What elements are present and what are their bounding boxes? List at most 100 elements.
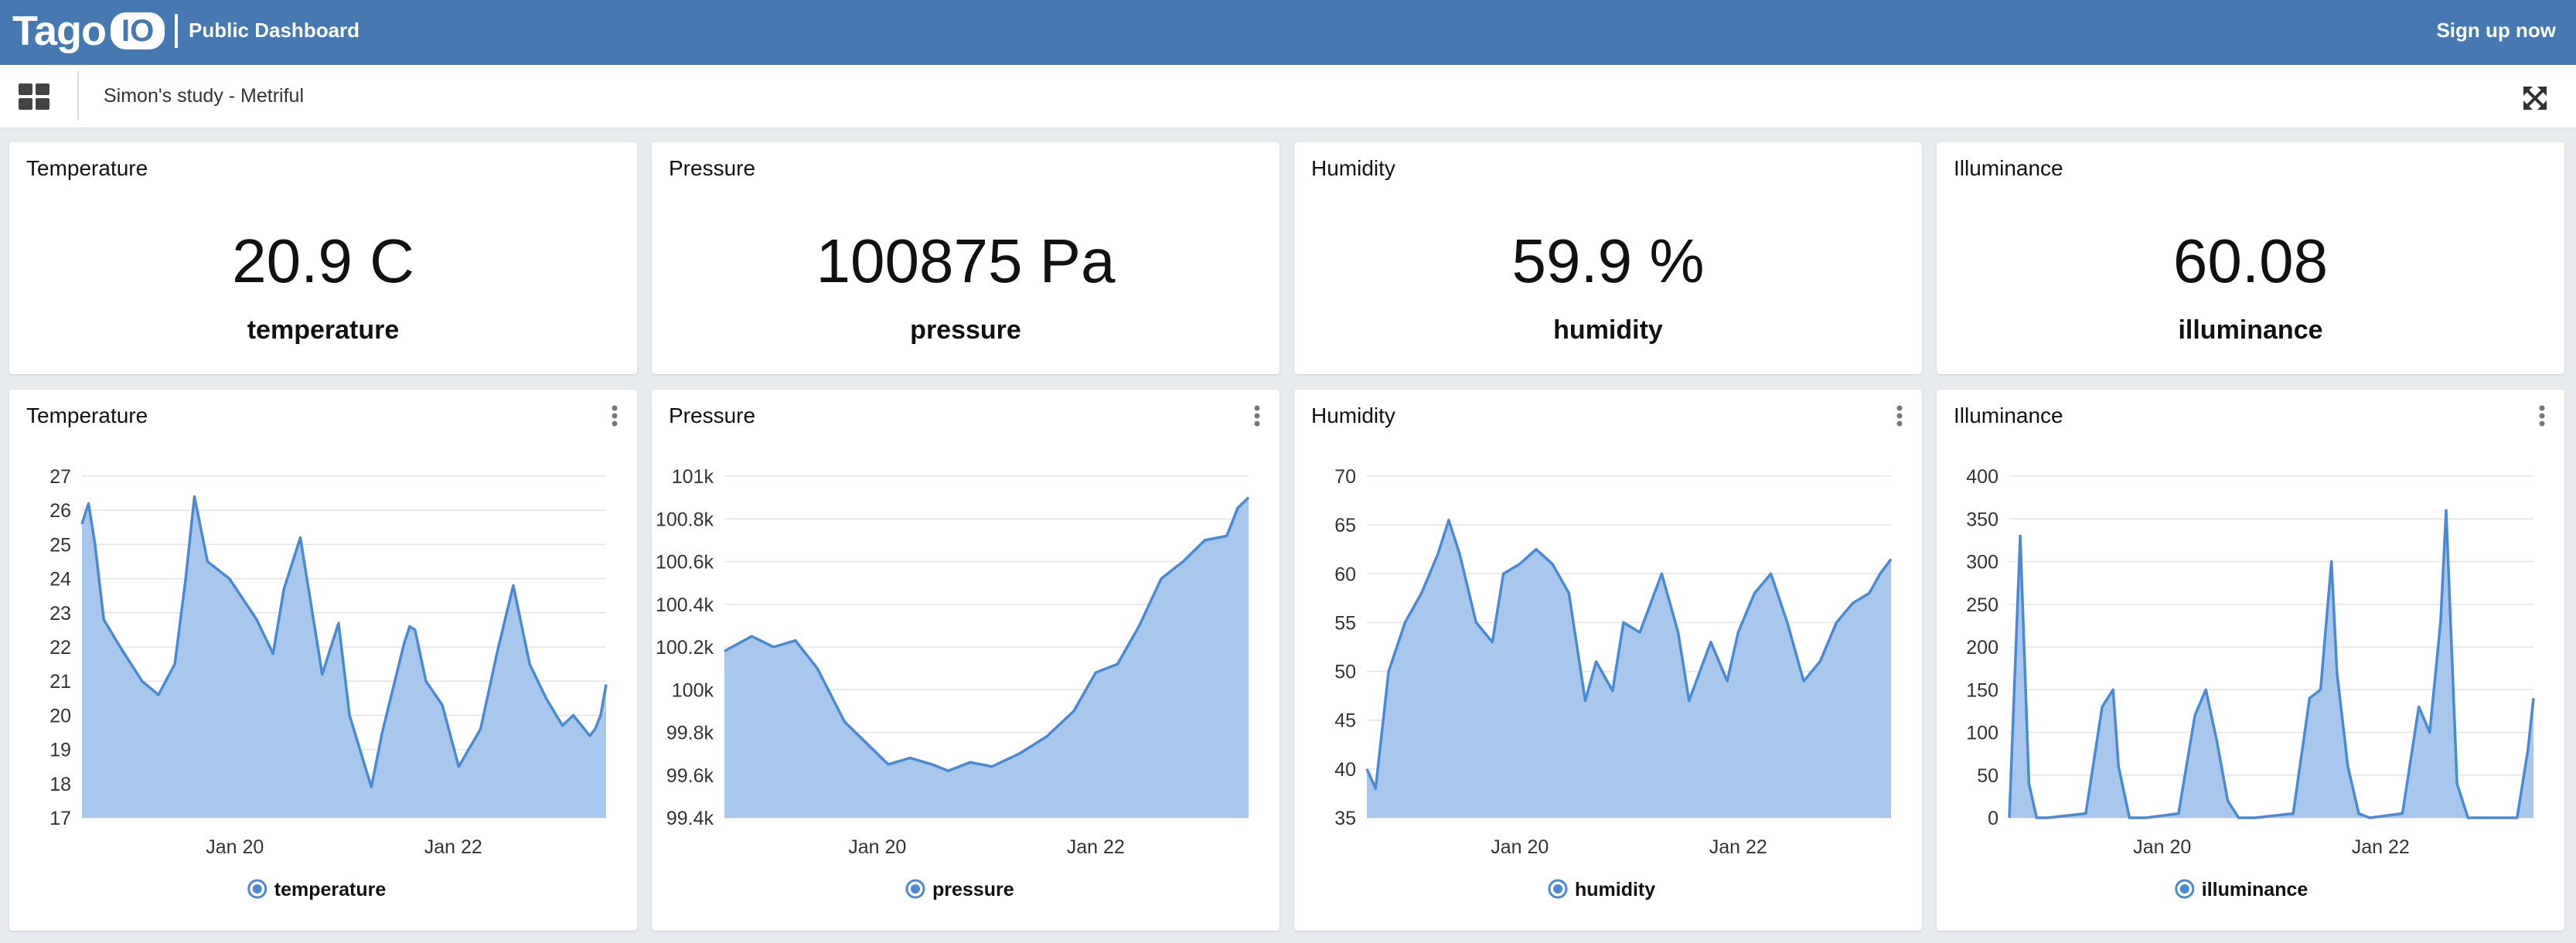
x-tick-label: Jan 22 xyxy=(1067,836,1125,858)
legend-label: pressure xyxy=(932,879,1014,900)
legend-label: humidity xyxy=(1575,879,1655,900)
illuminance-chart: 0 50 100 150 200 250 300 350 400 Jan 20 Jan 22 illu… xyxy=(1966,466,2535,900)
chart-title: Temperature xyxy=(26,403,148,427)
y-tick-label: 45 xyxy=(1334,710,1356,732)
y-tick-label: 20 xyxy=(49,705,71,727)
sign-up-link[interactable]: Sign up now xyxy=(2436,19,2556,42)
y-tick-label: 0 xyxy=(1988,808,1998,829)
legend-dot-core xyxy=(1553,884,1562,894)
y-tick-label: 100.2k xyxy=(656,637,714,659)
chart-legend: humidity xyxy=(1548,879,1655,900)
y-tick-label: 250 xyxy=(1966,594,1998,616)
y-tick-label: 55 xyxy=(1334,612,1356,634)
card-title: Illuminance xyxy=(1954,156,2063,180)
y-tick-label: 99.8k xyxy=(666,723,714,744)
value-card-illuminance: Illuminance 60.08 illuminance xyxy=(1937,142,2564,374)
value-card-temperature: Temperature 20.9 C temperature xyxy=(9,142,637,374)
series-line xyxy=(724,496,1250,772)
humidity-chart: 35 40 45 50 55 60 65 70 Jan 20 Jan 22 humidity xyxy=(1334,466,1893,900)
dashboard-toolbar: Simon's study - Metriful xyxy=(0,65,2576,128)
chart-title: Humidity xyxy=(1311,403,1395,427)
y-tick-label: 100 xyxy=(1966,723,1998,744)
card-value: 20.9 C xyxy=(232,226,414,295)
grid-icon[interactable] xyxy=(19,83,49,110)
chart-card-illuminance: Illuminance 0 50 100 150 200 250 300 350 400 Jan … xyxy=(1937,390,2564,931)
x-tick-label: Jan 20 xyxy=(2133,836,2191,858)
chart-card-humidity: Humidity 35 40 45 50 55 60 65 70 Jan 20 Jan 22 hum… xyxy=(1294,390,1922,931)
chart-legend: illuminance xyxy=(2175,879,2309,900)
y-tick-label: 101k xyxy=(672,466,714,488)
chart-legend: temperature xyxy=(247,879,387,900)
top-bar: Tago IO Public Dashboard Sign up now xyxy=(0,0,2576,65)
card-value: 59.9 % xyxy=(1511,226,1705,295)
y-tick-label: 350 xyxy=(1966,509,1998,530)
logo-divider xyxy=(175,14,178,48)
temperature-chart: 17 18 19 20 21 22 23 24 25 26 27 Jan 20 Jan 22 temper… xyxy=(49,466,608,900)
y-tick-label: 22 xyxy=(49,637,71,659)
tagoio-logo[interactable]: Tago IO xyxy=(12,8,165,54)
y-tick-label: 65 xyxy=(1334,515,1356,536)
series-line xyxy=(2008,509,2535,819)
chart-card-pressure: Pressure 99.4k 99.6k 99.8k 100k 100.2k 100.4k… xyxy=(652,390,1279,931)
chart-title: Illuminance xyxy=(1954,403,2063,427)
y-tick-label: 99.4k xyxy=(666,808,714,829)
kebab-menu-icon[interactable] xyxy=(1896,405,1903,427)
public-dashboard-label: Public Dashboard xyxy=(189,19,360,42)
y-tick-label: 200 xyxy=(1966,637,1998,659)
series-area xyxy=(82,496,606,818)
legend-label: temperature xyxy=(274,879,387,900)
card-variable: temperature xyxy=(247,315,400,345)
card-variable: humidity xyxy=(1553,315,1663,345)
legend-dot-core xyxy=(2179,884,2189,894)
y-tick-label: 150 xyxy=(1966,679,1998,701)
legend-dot-core xyxy=(252,884,262,894)
series-area xyxy=(1367,519,1891,818)
y-tick-label: 100.6k xyxy=(656,552,714,574)
logo-text: Tago xyxy=(12,8,107,54)
logo-badge: IO xyxy=(110,12,165,49)
card-value: 60.08 xyxy=(2172,226,2329,295)
x-tick-label: Jan 22 xyxy=(2352,836,2410,858)
kebab-menu-icon[interactable] xyxy=(611,405,618,427)
pressure-chart: 99.4k 99.6k 99.8k 100k 100.2k 100.4k 100.6k 100… xyxy=(656,466,1250,900)
x-tick-label: Jan 22 xyxy=(1709,836,1767,858)
x-tick-label: Jan 20 xyxy=(848,836,906,858)
y-tick-label: 35 xyxy=(1334,808,1356,829)
card-variable: illuminance xyxy=(2178,315,2323,345)
kebab-menu-icon[interactable] xyxy=(2538,405,2546,427)
y-tick-label: 100k xyxy=(672,679,714,701)
y-tick-label: 50 xyxy=(1334,662,1356,683)
value-card-pressure: Pressure 100875 Pa pressure xyxy=(652,142,1279,374)
y-tick-label: 40 xyxy=(1334,759,1356,781)
x-tick-label: Jan 20 xyxy=(206,836,264,858)
chart-legend: pressure xyxy=(905,879,1014,900)
y-tick-label: 24 xyxy=(49,569,71,591)
y-tick-label: 19 xyxy=(49,740,71,761)
x-tick-label: Jan 22 xyxy=(424,836,482,858)
kebab-menu-icon[interactable] xyxy=(1253,405,1261,427)
y-tick-label: 18 xyxy=(49,774,71,795)
legend-label: illuminance xyxy=(2202,879,2309,900)
series-area xyxy=(724,497,1249,818)
y-tick-label: 21 xyxy=(49,671,71,693)
y-tick-label: 26 xyxy=(49,500,71,522)
y-tick-label: 400 xyxy=(1966,466,1998,488)
legend-dot-core xyxy=(911,884,920,894)
card-title: Pressure xyxy=(669,156,756,180)
card-title: Temperature xyxy=(26,156,148,180)
y-tick-label: 17 xyxy=(49,808,71,829)
card-title: Humidity xyxy=(1311,156,1395,180)
card-value: 100875 Pa xyxy=(816,226,1116,295)
expand-icon[interactable] xyxy=(2522,85,2548,111)
value-card-humidity: Humidity 59.9 % humidity xyxy=(1294,142,1922,374)
x-tick-label: Jan 20 xyxy=(1491,836,1549,858)
toolbar-divider xyxy=(77,71,79,121)
chart-title: Pressure xyxy=(669,403,756,427)
y-tick-label: 70 xyxy=(1334,466,1356,488)
y-tick-label: 99.6k xyxy=(666,765,714,787)
y-tick-label: 100.4k xyxy=(656,594,714,616)
y-tick-label: 300 xyxy=(1966,552,1998,574)
series-line xyxy=(80,495,608,788)
y-tick-label: 25 xyxy=(49,534,71,556)
series-area xyxy=(2009,510,2533,818)
